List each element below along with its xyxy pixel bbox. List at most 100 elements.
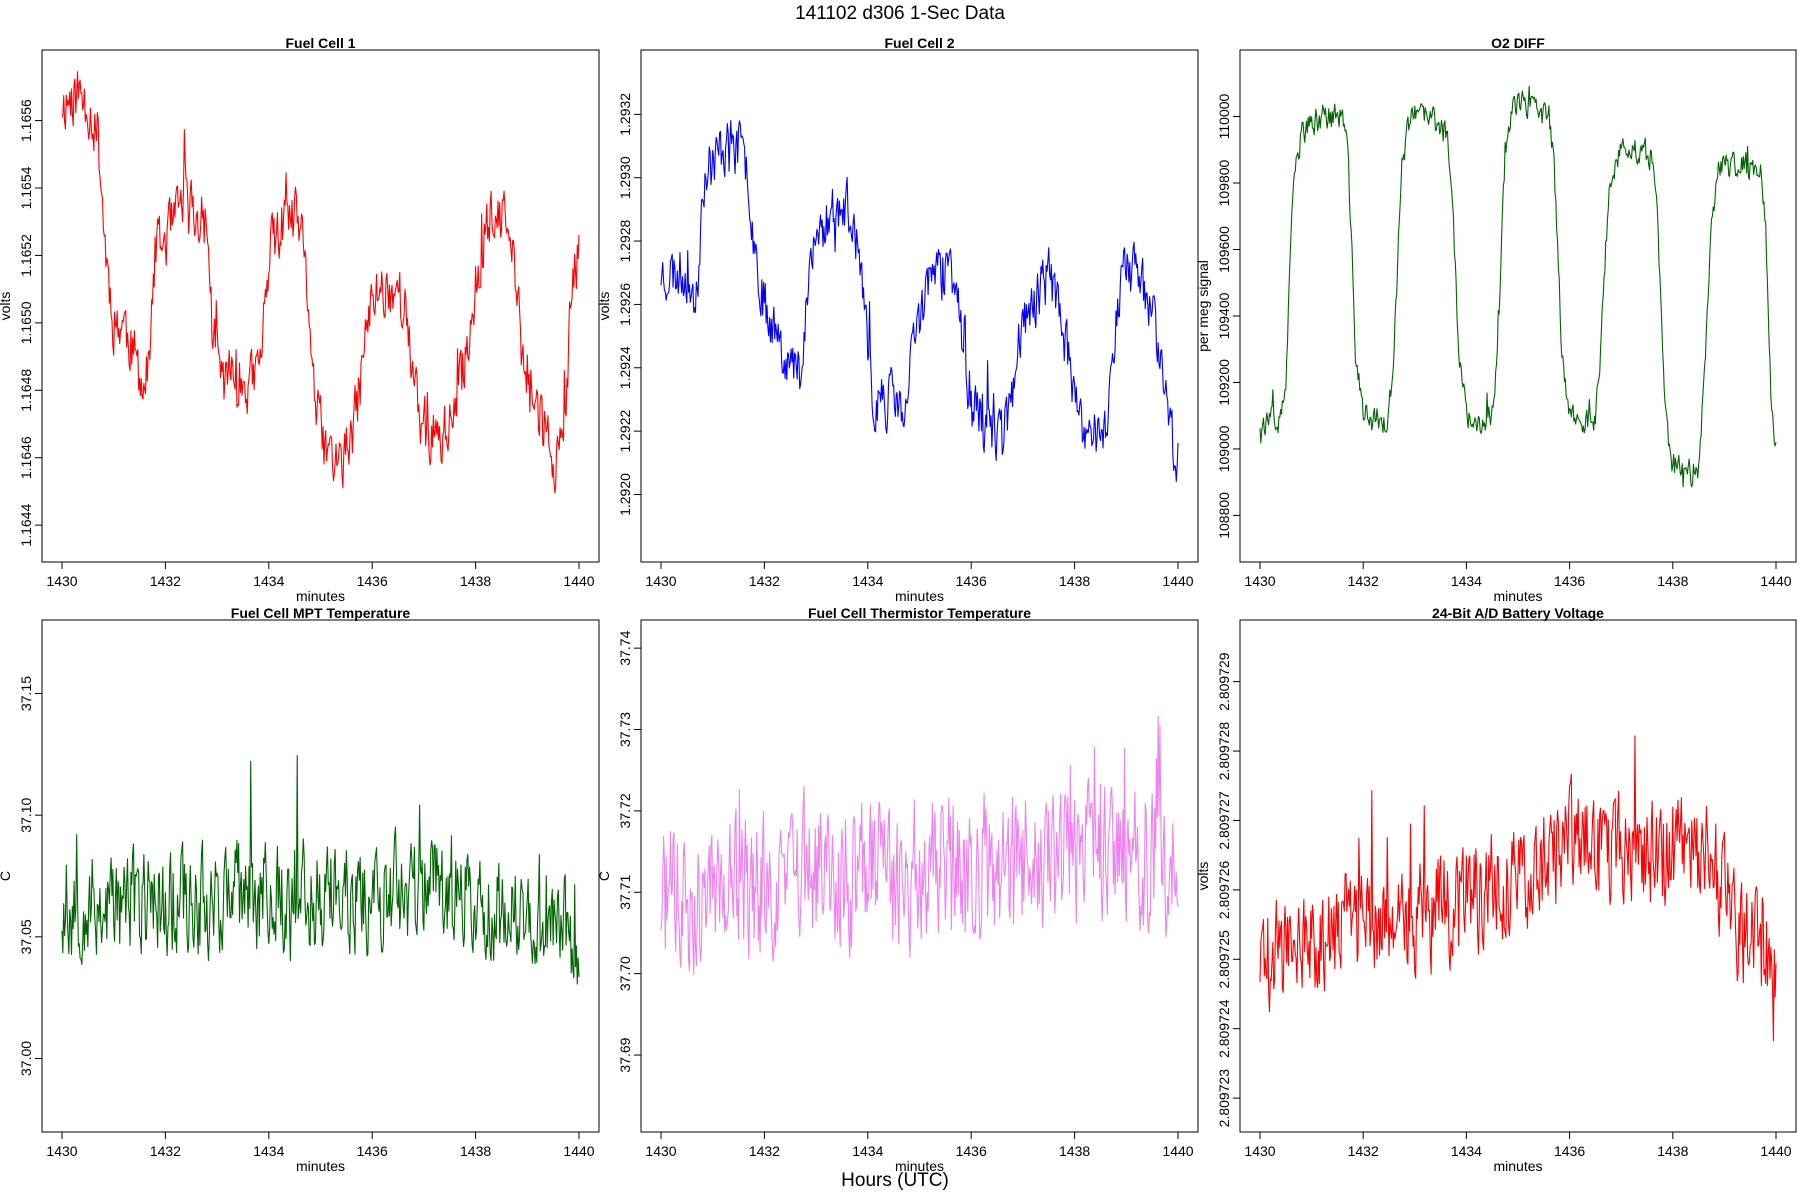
y-tick-label: 37.10 [18,797,34,832]
y-tick-label: 1.1650 [18,301,34,344]
y-tick-label: 1.1652 [18,234,34,277]
y-axis-label: volts [596,292,612,321]
figure-title: 141102 d306 1-Sec Data [795,3,1005,24]
x-tick-label: 1438 [1059,1143,1090,1159]
x-tick-label: 1432 [1348,1143,1379,1159]
y-tick-label: 1.2928 [617,219,633,262]
y-tick-label: 109400 [1216,292,1232,339]
y-tick-label: 37.69 [617,1037,633,1072]
y-tick-label: 37.70 [617,956,633,991]
y-tick-label: 2.809726 [1216,860,1232,919]
x-tick-label: 1430 [1244,1143,1275,1159]
x-axis-label: minutes [296,1158,345,1174]
y-tick-label: 1.1648 [18,369,34,412]
chart-panel-1: Fuel Cell 1 1430 1432 1434 1436 1438 1440 minut… [0,35,600,604]
x-tick-label: 1434 [852,1143,883,1159]
panel-title: Fuel Cell MPT Temperature [231,605,411,621]
x-tick-label: 1436 [1554,1143,1585,1159]
panel-title: Fuel Cell Thermistor Temperature [808,605,1031,621]
y-tick-label: 2.809723 [1216,1069,1232,1128]
y-tick-label: 1.1646 [18,436,34,479]
y-tick-label: 37.71 [617,875,633,910]
figure-footer-label: Hours (UTC) [841,1170,949,1191]
y-tick-label: 1.2926 [617,283,633,326]
x-axis-label: minutes [895,588,944,604]
x-tick-label: 1436 [357,1143,388,1159]
x-tick-label: 1436 [956,573,987,589]
y-tick-label: 108800 [1216,492,1232,539]
x-tick-label: 1434 [1451,1143,1482,1159]
series-line-1 [1259,735,1777,1042]
x-tick-label: 1430 [46,573,77,589]
series-line-1 [61,71,580,494]
x-tick-label: 1434 [253,573,284,589]
y-tick-label: 37.74 [617,630,633,665]
series-line-1 [660,715,1179,975]
series-line-1 [660,120,1179,483]
y-tick-label: 1.1644 [18,504,34,547]
x-tick-label: 1432 [1348,573,1379,589]
y-tick-label: 37.72 [617,793,633,828]
y-tick-label: 2.809729 [1216,652,1232,711]
x-tick-label: 1440 [1760,1143,1791,1159]
x-axis-label: minutes [296,588,345,604]
chart-panel-3: O2 DIFF 1430 1432 1434 1436 1438 1440 minutes 10… [1195,35,1797,604]
x-tick-label: 1434 [1451,573,1482,589]
x-tick-label: 1434 [852,573,883,589]
x-tick-label: 1436 [956,1143,987,1159]
x-tick-label: 1430 [645,573,676,589]
y-axis-label: C [596,871,612,881]
y-tick-label: 1.2932 [617,93,633,136]
y-tick-label: 109800 [1216,159,1232,206]
x-tick-label: 1438 [1059,573,1090,589]
x-tick-label: 1436 [1554,573,1585,589]
y-tick-label: 1.2920 [617,473,633,516]
chart-panel-5: Fuel Cell Thermistor Temperature 1430 1432… [596,605,1199,1174]
y-axis-label: volts [1195,862,1211,891]
y-tick-label: 1.2924 [617,346,633,389]
x-tick-label: 1432 [150,573,181,589]
x-tick-label: 1438 [460,573,491,589]
x-tick-label: 1432 [749,1143,780,1159]
x-tick-label: 1430 [46,1143,77,1159]
y-tick-label: 37.73 [617,712,633,747]
y-tick-label: 109000 [1216,425,1232,472]
panel-title: Fuel Cell 1 [285,35,355,51]
x-tick-label: 1440 [563,573,594,589]
series-line-1 [61,754,580,985]
chart-panel-2: Fuel Cell 2 1430 1432 1434 1436 1438 1440 minut… [596,35,1199,604]
y-tick-label: 1.1656 [18,99,34,142]
x-tick-label: 1440 [1162,573,1193,589]
x-axis-label: minutes [895,1158,944,1174]
y-tick-label: 1.1654 [18,166,34,209]
x-tick-label: 1440 [1162,1143,1193,1159]
panel-title: O2 DIFF [1491,35,1545,51]
y-axis-label: per meg signal [1195,260,1211,352]
y-tick-label: 110000 [1216,93,1232,139]
x-tick-label: 1440 [563,1143,594,1159]
x-tick-label: 1432 [150,1143,181,1159]
x-tick-label: 1438 [1657,573,1688,589]
y-tick-label: 37.15 [18,676,34,711]
y-tick-label: 109600 [1216,226,1232,273]
x-tick-label: 1440 [1760,573,1791,589]
y-tick-label: 109200 [1216,359,1232,406]
y-tick-label: 37.00 [18,1041,34,1076]
x-tick-label: 1434 [253,1143,284,1159]
y-tick-label: 37.05 [18,919,34,954]
y-tick-label: 2.809728 [1216,722,1232,781]
panels-group: Fuel Cell 1 1430 1432 1434 1436 1438 1440 minut… [0,35,1797,1174]
x-tick-label: 1430 [1244,573,1275,589]
x-tick-label: 1430 [645,1143,676,1159]
series-line-1 [1259,85,1777,488]
chart-panel-6: 24-Bit A/D Battery Voltage 1430 1432 1434 14… [1195,605,1797,1174]
y-tick-label: 1.2922 [617,410,633,453]
x-tick-label: 1432 [749,573,780,589]
y-tick-label: 2.809724 [1216,999,1232,1058]
x-tick-label: 1438 [1657,1143,1688,1159]
y-tick-label: 1.2930 [617,156,633,199]
y-axis-label: volts [0,292,13,321]
x-axis-label: minutes [1493,1158,1542,1174]
panel-title: 24-Bit A/D Battery Voltage [1432,605,1604,621]
y-tick-label: 2.809727 [1216,791,1232,850]
